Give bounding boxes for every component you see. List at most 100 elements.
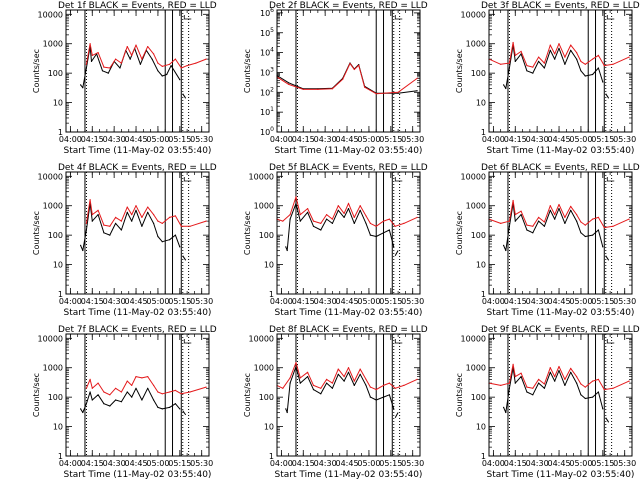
y-tick-label: 10000 (249, 172, 274, 181)
x-tick-label: 04:30 (103, 459, 126, 468)
data-point (312, 384, 315, 386)
data-point (85, 229, 87, 231)
data-point (576, 376, 578, 378)
x-tick-label: 04:30 (103, 297, 126, 306)
data-point (141, 377, 143, 379)
data-point (169, 63, 171, 65)
data-point (317, 88, 319, 90)
data-point (369, 396, 371, 398)
data-point (576, 52, 578, 54)
data-point (526, 229, 528, 231)
data-point (153, 399, 155, 401)
data-point (564, 378, 566, 380)
y-tick-label: 1 (58, 452, 63, 461)
data-point (359, 205, 361, 207)
data-point (174, 234, 176, 236)
data-point (382, 384, 385, 386)
y-tick-label: 10 (53, 99, 63, 108)
x-tick-label: 05:00 (357, 135, 380, 144)
data-point (331, 88, 333, 90)
x-axis-label: Start Time (11-May-02 03:55:40) (275, 308, 423, 318)
data-point (289, 214, 291, 216)
data-point (312, 389, 315, 391)
data-point (549, 49, 551, 51)
data-point (126, 206, 128, 208)
x-tick-label: 04:45 (125, 459, 148, 468)
data-point (508, 387, 510, 389)
data-point (353, 380, 355, 382)
data-point (403, 222, 405, 224)
data-point (416, 90, 418, 92)
data-point (597, 54, 600, 57)
y-tick-label: 10 (476, 261, 486, 270)
y-tick-label: 100 (260, 126, 274, 137)
x-tick-label: 04:15 (292, 297, 315, 306)
data-point (109, 394, 111, 396)
x-tick-label: 05:00 (569, 135, 592, 144)
data-point (416, 216, 418, 218)
data-point (554, 53, 556, 55)
data-point (514, 214, 516, 216)
data-point (532, 387, 534, 389)
x-tick-label: 04:45 (125, 297, 148, 306)
data-point (570, 49, 572, 51)
x-tick-label: 04:00 (59, 459, 82, 468)
data-point (520, 50, 522, 53)
data-point (394, 225, 396, 227)
data-point (570, 44, 572, 46)
bracket-mark (183, 339, 192, 344)
y-tick-label: 10000 (38, 10, 63, 19)
y-tick-label: 10 (476, 423, 486, 432)
data-point (157, 62, 159, 64)
plot-frame (65, 333, 210, 457)
data-point (343, 380, 345, 382)
data-point (514, 60, 516, 63)
data-point (549, 209, 551, 211)
data-point (337, 368, 339, 370)
data-point (91, 399, 93, 401)
data-point (103, 232, 105, 234)
data-point (174, 215, 176, 217)
data-point (576, 382, 578, 384)
data-point (343, 216, 345, 218)
data-point (179, 246, 181, 248)
y-axis-label: Counts/sec (32, 373, 41, 417)
data-point (169, 406, 171, 408)
y-tick-label: 1 (481, 290, 486, 299)
x-axis-label: Start Time (11-May-02 03:55:40) (64, 146, 212, 156)
data-point (180, 67, 182, 69)
x-tick-label: 05:00 (357, 459, 380, 468)
x-tick-label: 04:45 (336, 135, 359, 144)
data-point (135, 376, 137, 378)
x-tick-label: 04:30 (103, 135, 126, 144)
data-point (628, 56, 630, 58)
data-point (347, 202, 350, 204)
data-point (157, 406, 159, 408)
plot-frame (488, 333, 633, 457)
data-point (570, 209, 572, 211)
y-tick-label: 1000 (466, 364, 486, 373)
bracket-mark (183, 15, 192, 20)
data-point (369, 222, 371, 224)
data-point (597, 378, 600, 380)
series-lld-line (85, 199, 207, 227)
y-tick-label: 10 (476, 99, 486, 108)
data-point (126, 391, 128, 393)
x-tick-label: 04:45 (336, 297, 359, 306)
data-point (189, 225, 191, 227)
data-point (603, 65, 605, 67)
y-tick-label: 100 (48, 393, 63, 402)
data-point (558, 47, 560, 49)
data-point (364, 86, 366, 88)
y-tick-label: 100 (471, 231, 486, 240)
data-point (532, 225, 534, 227)
y-tick-label: 1 (269, 452, 274, 461)
data-point (580, 394, 582, 396)
x-tick-label: 04:00 (482, 135, 505, 144)
data-point (576, 220, 578, 222)
data-point (526, 224, 528, 226)
y-tick-label: 10000 (461, 172, 486, 181)
series-lld-line (85, 43, 207, 69)
data-point (109, 67, 111, 69)
x-tick-label: 04:00 (270, 135, 293, 144)
